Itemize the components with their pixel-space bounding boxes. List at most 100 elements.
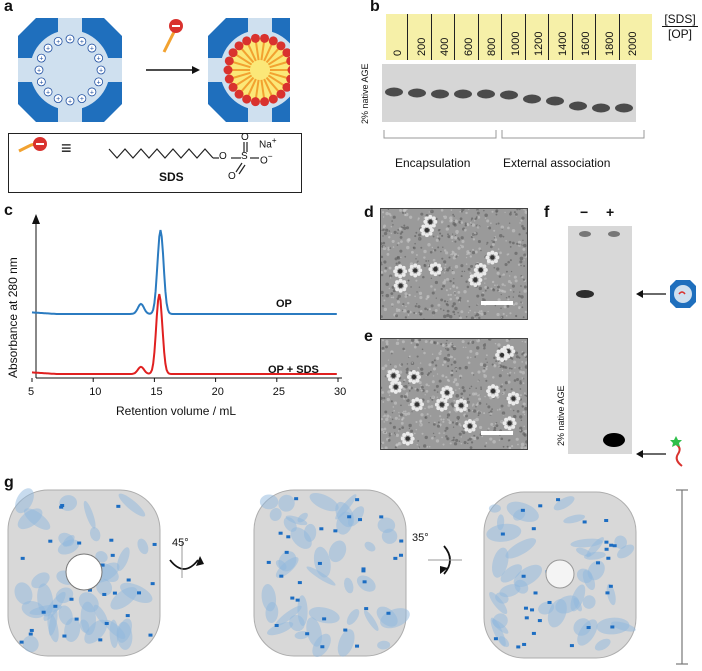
gel-band (408, 88, 426, 98)
plus-charge-icon (94, 53, 104, 63)
lane-divider (618, 14, 620, 60)
cage-particle (502, 416, 517, 431)
cage-particle (400, 431, 415, 446)
cage-particle (428, 262, 443, 277)
sds-headgroup (282, 48, 290, 58)
trace-op-sds (31, 293, 337, 375)
svg-text:+: + (39, 56, 43, 63)
svg-text:+: + (68, 98, 72, 105)
plus-charge-icon (65, 96, 75, 106)
panel-a-label: a (4, 0, 13, 15)
trace-op-label: OP (276, 298, 292, 310)
svg-text:+: + (90, 89, 94, 96)
cage-particle (386, 368, 401, 383)
lane-label: 1800 (603, 31, 616, 56)
panel-a-schematic: ++++++++++++ + +++ (18, 18, 290, 122)
sds-headgroup (234, 41, 244, 51)
sds-headgroup (242, 36, 252, 46)
scale-bar-e (481, 431, 513, 435)
plus-charge-icon (53, 36, 63, 46)
cryo-em-map (483, 491, 637, 659)
cage-particle (410, 397, 425, 412)
cage-particle (486, 384, 501, 399)
plus-charge-icon (87, 87, 97, 97)
trace-op-sds-label: OP + SDS (268, 364, 319, 376)
gel-band (592, 103, 610, 113)
micelle (223, 33, 290, 107)
panel-d-label: d (364, 204, 374, 221)
lane-label: 1000 (509, 31, 522, 56)
lane-label: 2000 (627, 31, 639, 56)
tem-particles-d (381, 209, 527, 319)
sds-structure (18, 137, 259, 175)
panel-c-label: c (4, 202, 13, 219)
plus-charge-icon (87, 43, 97, 53)
panel-e-label: e (364, 328, 373, 345)
sds-headgroup (234, 89, 244, 99)
sds-molecule-icon (162, 19, 183, 53)
lane-divider (407, 14, 408, 60)
gel-f (568, 226, 632, 454)
x-tick-label: 30 (334, 386, 347, 398)
gel-band (454, 89, 472, 99)
lane-divider (595, 14, 596, 60)
svg-text:+: + (97, 79, 101, 86)
trace-op (31, 229, 337, 315)
sds-headgroup (228, 48, 238, 58)
gel-band (523, 94, 541, 104)
sds-headgroup (276, 89, 286, 99)
gel-band (569, 101, 587, 111)
x-tick-label: 20 (211, 386, 224, 398)
cage-particle (454, 398, 469, 413)
svg-text:+: + (97, 56, 101, 63)
lane-label: 200 (415, 37, 428, 56)
sds-headgroup (250, 33, 260, 43)
svg-text:+: + (80, 39, 84, 46)
plus-charge-icon (43, 87, 53, 97)
lane-divider (571, 14, 573, 60)
lane-label: 800 (486, 37, 498, 56)
cage-particle (406, 369, 421, 384)
cage-particle (393, 278, 408, 293)
lane-header-band (386, 14, 652, 60)
sodium-ion: Na+ (259, 135, 277, 151)
gel-band (615, 103, 633, 113)
x-tick-label: 15 (150, 386, 163, 398)
tem-image-e (380, 338, 528, 450)
sds-headgroup (224, 56, 234, 66)
cage-with-guest-icon (670, 280, 696, 308)
chromatogram (31, 214, 342, 382)
gel-f-annotations (636, 280, 696, 467)
plus-charge-icon (36, 77, 46, 87)
cage-particle (393, 264, 408, 279)
gel-band (477, 89, 495, 99)
scale-bar-d (481, 301, 513, 305)
sds-headgroup (286, 56, 290, 66)
panel-g-label: g (4, 474, 14, 491)
svg-text:+: + (39, 79, 43, 86)
encapsulation-label: Encapsulation (395, 156, 471, 170)
chart-xlabel: Retention volume / mL (116, 404, 237, 418)
svg-text:+: + (90, 45, 94, 52)
sds-legend-box: ≡ O S O O O− Na+ SDS (8, 132, 302, 193)
sds-headgroup (268, 94, 278, 104)
atom-o-ester: O (219, 151, 227, 162)
equivalence-symbol: ≡ (61, 138, 72, 158)
cage-particle (388, 379, 403, 394)
svg-text:+: + (56, 39, 60, 46)
atom-o-top: O (241, 132, 249, 143)
sds-headgroup (260, 97, 270, 107)
cage-particle (408, 263, 423, 278)
cage-particle (485, 250, 500, 265)
plus-charge-icon (53, 94, 63, 104)
lane-divider (430, 14, 432, 60)
gel-b-bands (385, 87, 633, 113)
sds-headgroup (224, 74, 234, 84)
gel-f-bands (576, 231, 625, 447)
plus-charge-icon (77, 36, 87, 46)
lane-divider (477, 14, 479, 60)
gel-f-label: 2% native AGE (556, 385, 566, 446)
svg-text:+: + (46, 45, 50, 52)
external-association-label: External association (503, 156, 611, 170)
sds-headgroup (268, 36, 278, 46)
